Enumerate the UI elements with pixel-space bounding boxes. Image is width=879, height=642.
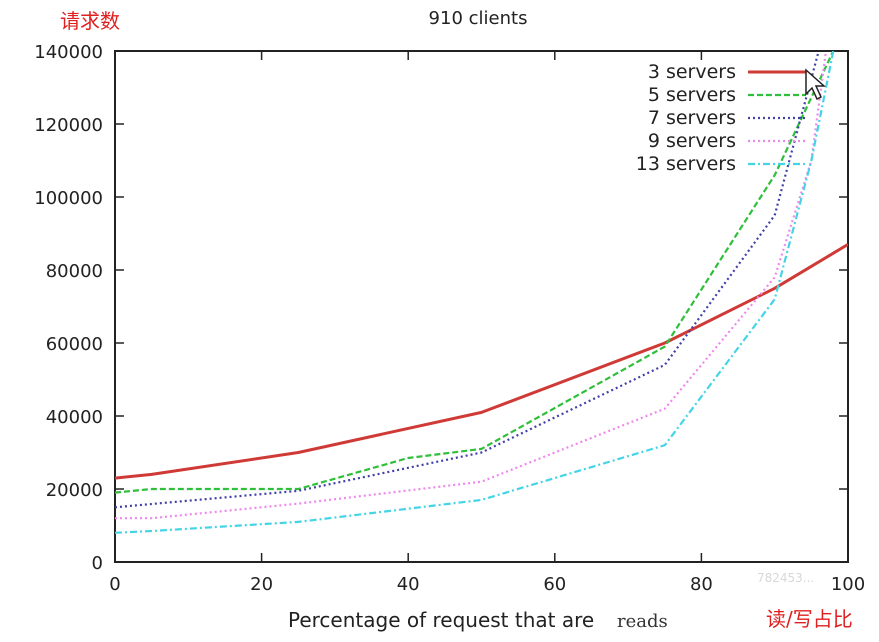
legend-label: 5 servers — [648, 84, 736, 106]
y-annotation: 请求数 — [60, 9, 120, 33]
y-tick-label: 100000 — [34, 188, 103, 209]
legend-label: 3 servers — [648, 61, 736, 83]
x-tick-label: 60 — [543, 574, 566, 595]
x-annotation: 读/写占比 — [766, 607, 853, 631]
series-group — [115, 51, 848, 534]
series-line-9-servers — [115, 51, 828, 520]
legend-label: 13 servers — [636, 153, 736, 175]
chart-title: 910 clients — [429, 8, 528, 29]
x-tick-label: 80 — [690, 574, 713, 595]
y-tick-label: 0 — [92, 553, 103, 574]
series-line-13-servers — [115, 51, 835, 534]
x-tick-label: 20 — [250, 574, 273, 595]
y-tick-label: 80000 — [46, 261, 103, 282]
legend-label: 9 servers — [648, 130, 736, 152]
series-line-3-servers — [115, 243, 848, 480]
plot-area — [114, 50, 849, 563]
axis-ticks: 0 20 40 60 80 100 0 20000 40000 60000 80000 100000 1… — [34, 42, 865, 595]
x-tick-label: 100 — [831, 574, 865, 595]
mouse-cursor-icon — [805, 68, 826, 101]
x-tick-label: 0 — [109, 574, 120, 595]
plot-frame — [114, 50, 849, 563]
x-axis-label: Percentage of request that are — [288, 608, 594, 632]
y-tick-label: 140000 — [34, 42, 103, 63]
legend-label: 7 servers — [648, 107, 736, 129]
y-tick-label: 20000 — [46, 480, 103, 501]
y-tick-label: 120000 — [34, 115, 103, 136]
y-tick-label: 60000 — [46, 334, 103, 355]
x-tick-label: 40 — [397, 574, 420, 595]
x-axis-label-reads: reads — [617, 611, 668, 632]
y-tick-label: 40000 — [46, 407, 103, 428]
watermark: 782453... — [757, 571, 814, 585]
series-line-5-servers — [115, 51, 835, 494]
